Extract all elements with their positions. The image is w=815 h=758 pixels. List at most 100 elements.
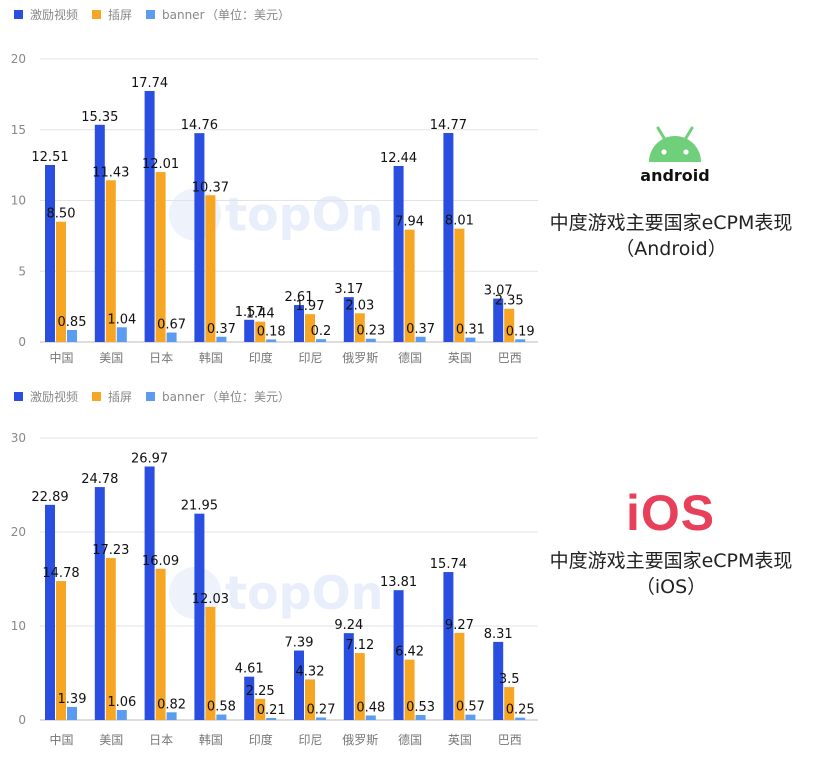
- y-tick-label: 10: [11, 194, 26, 208]
- bar-rewarded: [493, 641, 504, 720]
- x-category-label: 英国: [448, 733, 472, 747]
- x-category-label: 德国: [398, 350, 422, 365]
- bar-interstitial: [155, 568, 166, 720]
- bar-interstitial: [454, 632, 465, 720]
- legend-label-rewarded: 激励视频: [30, 389, 78, 404]
- legend-swatch-rewarded: [14, 392, 23, 401]
- bar-banner: [316, 717, 326, 720]
- bar-banner: [465, 714, 476, 720]
- bar-banner: [166, 712, 177, 720]
- legend-label-rewarded: 激励视频: [30, 7, 78, 22]
- bar-banner: [365, 715, 376, 720]
- x-category-label: 中国: [49, 732, 73, 747]
- y-tick-label: 20: [11, 525, 26, 539]
- x-category-label: 韩国: [199, 732, 223, 747]
- bar-interstitial: [155, 172, 166, 342]
- bar-value-label: 0.48: [356, 700, 385, 715]
- bar-value-label: 1.39: [58, 692, 87, 707]
- bar-value-label: 7.39: [285, 636, 314, 651]
- bar-rewarded: [443, 133, 454, 342]
- bar-value-label: 1.04: [107, 312, 136, 327]
- bar-banner: [116, 710, 127, 720]
- bar-rewarded: [194, 513, 205, 720]
- bar-interstitial: [404, 229, 415, 342]
- x-category-label: 俄罗斯: [342, 351, 378, 365]
- bar-value-label: 22.89: [31, 490, 68, 505]
- android-title-line2: （Android）: [615, 238, 727, 260]
- bar-value-label: 2.25: [246, 684, 275, 699]
- bar-value-label: 0.27: [307, 702, 336, 717]
- bar-value-label: 24.78: [81, 472, 118, 487]
- bar-interstitial: [205, 195, 216, 342]
- legend-label-interstitial: 插屏: [108, 8, 132, 22]
- x-category-label: 印尼: [298, 733, 322, 747]
- bar-value-label: 1.97: [296, 299, 325, 314]
- ios-ecpm-chart: topOn 0 10 20 30 激励视频 插屏 banner （单位：美元） 22.89 14.7…: [11, 389, 538, 747]
- bar-value-label: 1.06: [107, 695, 136, 710]
- y-tick-label: 30: [11, 431, 26, 445]
- bar-interstitial: [354, 313, 365, 342]
- ios-panel-title: 中度游戏主要国家eCPM表现 （iOS）: [531, 548, 811, 600]
- legend-swatch-interstitial: [92, 10, 101, 19]
- bar-value-label: 4.61: [235, 662, 264, 677]
- watermark-text: topOn: [225, 188, 383, 242]
- bar-value-label: 3.5: [499, 672, 520, 687]
- android-panel-title: 中度游戏主要国家eCPM表现 （Android）: [536, 210, 806, 262]
- bar-value-label: 7.94: [395, 215, 424, 230]
- bar-value-label: 0.53: [406, 700, 435, 715]
- bar-rewarded: [94, 487, 105, 720]
- legend-label-banner: banner: [162, 8, 205, 22]
- bar-value-label: 0.37: [406, 322, 435, 337]
- ios-title-line1: 中度游戏主要国家eCPM表现: [549, 550, 793, 572]
- legend-label-interstitial: 插屏: [108, 390, 132, 404]
- bar-banner: [316, 339, 326, 342]
- y-tick-label: 0: [18, 713, 26, 727]
- ios-title-line2: （iOS）: [635, 576, 707, 598]
- bar-value-label: 0.57: [456, 700, 485, 715]
- bar-rewarded: [194, 133, 205, 342]
- unit-note: （单位：美元）: [206, 389, 290, 404]
- bar-interstitial: [454, 228, 465, 342]
- bar-banner: [67, 706, 77, 720]
- android-robot-icon: android: [640, 126, 710, 185]
- bar-rewarded: [144, 466, 155, 720]
- legend-swatch-banner: [146, 392, 155, 401]
- bar-interstitial: [56, 581, 66, 720]
- bar-value-label: 14.76: [181, 118, 218, 133]
- bar-interstitial: [255, 321, 266, 342]
- x-category-label: 巴西: [498, 733, 522, 747]
- bar-rewarded: [244, 676, 255, 720]
- bar-value-label: 0.37: [207, 322, 236, 337]
- legend-swatch-banner: [146, 10, 155, 19]
- bar-banner: [365, 338, 376, 342]
- bar-value-label: 14.78: [42, 566, 79, 581]
- legend-swatch-interstitial: [92, 392, 101, 401]
- bar-value-label: 8.31: [484, 627, 513, 642]
- bar-interstitial: [56, 221, 66, 342]
- bar-interstitial: [504, 687, 515, 720]
- bar-banner: [515, 339, 526, 342]
- bar-interstitial: [404, 659, 415, 720]
- bar-value-label: 0.85: [58, 315, 87, 330]
- bar-value-label: 3.07: [484, 284, 513, 299]
- x-category-label: 印度: [249, 350, 273, 365]
- android-ecpm-chart: topOn 0 5 10 15 20 激励视频 插屏 banner （单位：美元） 12.51 8.5…: [11, 7, 538, 365]
- x-category-label: 俄罗斯: [342, 733, 378, 747]
- bar-value-label: 10.37: [192, 180, 229, 195]
- bar-value-label: 2.61: [285, 290, 314, 305]
- bar-value-label: 9.24: [334, 618, 363, 633]
- bar-value-label: 0.25: [506, 703, 535, 718]
- bar-value-label: 4.32: [296, 664, 325, 679]
- bar-interstitial: [305, 314, 315, 342]
- legend-swatch-rewarded: [14, 10, 23, 19]
- bar-rewarded: [443, 572, 454, 720]
- x-category-label: 巴西: [498, 351, 522, 365]
- bar-value-label: 11.43: [92, 165, 129, 180]
- bar-value-label: 15.74: [430, 557, 467, 572]
- bar-rewarded: [45, 504, 55, 720]
- bar-interstitial: [504, 308, 515, 342]
- bar-banner: [515, 717, 526, 720]
- bar-value-label: 0.58: [207, 700, 236, 715]
- x-category-label: 韩国: [199, 350, 223, 365]
- bar-value-label: 12.51: [31, 150, 68, 165]
